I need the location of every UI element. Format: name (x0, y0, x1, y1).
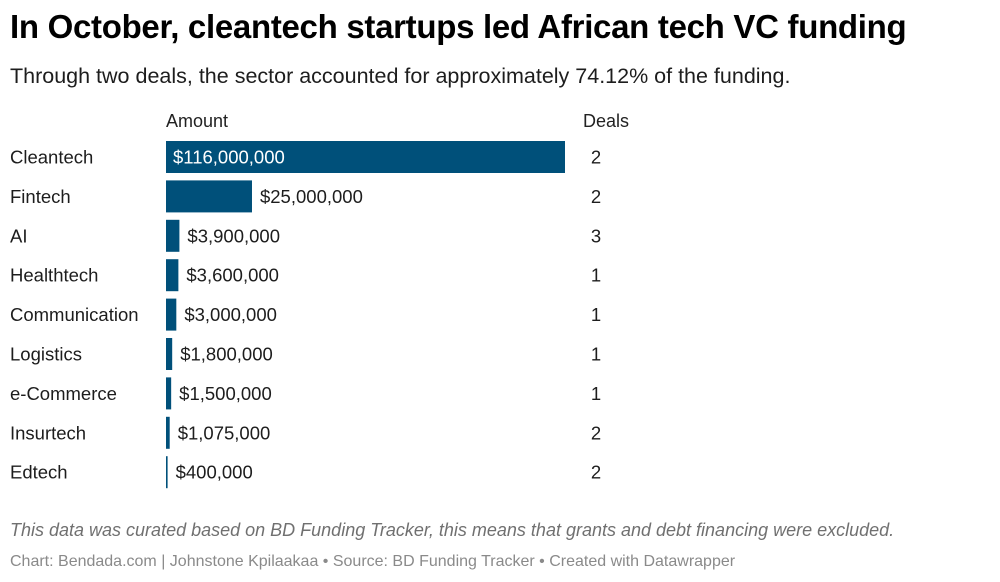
category-label: Insurtech (10, 422, 86, 443)
category-label: e-Commerce (10, 383, 117, 404)
category-label: Edtech (10, 462, 68, 483)
bar-row: Communication $3,000,000 1 (10, 298, 601, 331)
chart-byline: Chart: Bendada.com | Johnstone Kpilaakaa… (10, 553, 736, 570)
bar (166, 141, 565, 173)
deals-value: 2 (591, 462, 601, 483)
category-label: Communication (10, 304, 139, 325)
bar (166, 338, 173, 370)
value-label: $3,900,000 (187, 225, 280, 246)
deals-value: 2 (591, 422, 601, 443)
deals-value: 1 (591, 304, 601, 325)
value-label: $1,800,000 (180, 344, 273, 365)
amount-column-header: Amount (166, 111, 229, 131)
value-label: $3,000,000 (184, 304, 277, 325)
bar-row: Fintech $25,000,000 2 (10, 180, 601, 213)
bar-row: Edtech $400,000 2 (10, 456, 601, 489)
value-label: $1,500,000 (179, 383, 272, 404)
chart-notes: This data was curated based on BD Fundin… (10, 520, 895, 540)
bar (166, 377, 172, 410)
value-label: $116,000,000 (173, 147, 285, 168)
value-label: $25,000,000 (260, 186, 363, 207)
bar-row: Insurtech $1,075,000 2 (10, 416, 601, 449)
bar-row: Cleantech $116,000,000 2 (10, 141, 601, 173)
deals-column-header: Deals (583, 111, 630, 131)
value-label: $3,600,000 (186, 265, 279, 286)
deals-value: 3 (591, 225, 601, 246)
category-label: Logistics (10, 344, 82, 365)
deals-value: 1 (591, 383, 601, 404)
category-label: Cleantech (10, 147, 93, 168)
bar (166, 259, 179, 292)
bar-row: e-Commerce $1,500,000 1 (10, 377, 601, 410)
chart-title: In October, cleantech startups led Afric… (10, 8, 907, 45)
bar-row: Healthtech $3,600,000 1 (10, 259, 601, 292)
value-label: $400,000 (176, 462, 253, 483)
bar (166, 219, 180, 252)
deals-value: 2 (591, 186, 601, 207)
category-label: Healthtech (10, 265, 98, 286)
category-label: AI (10, 225, 27, 246)
deals-value: 1 (591, 265, 601, 286)
category-label: Fintech (10, 186, 71, 207)
chart-subtitle: Through two deals, the sector accounted … (10, 64, 791, 88)
bar-row: AI $3,900,000 3 (10, 219, 601, 252)
bar (166, 456, 168, 489)
bar-row: Logistics $1,800,000 1 (10, 338, 601, 370)
bar (166, 416, 170, 449)
value-label: $1,075,000 (178, 422, 271, 443)
deals-value: 2 (591, 147, 601, 168)
bar (166, 298, 177, 331)
deals-value: 1 (591, 344, 601, 365)
bar (166, 180, 252, 213)
